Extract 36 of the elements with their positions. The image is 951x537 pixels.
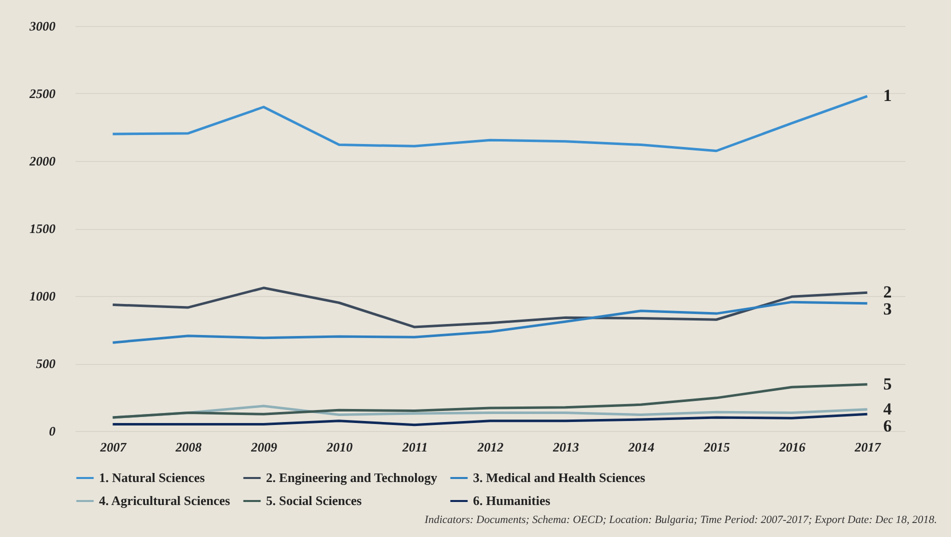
- annotation: 2: [883, 282, 892, 302]
- x-tick-label: 2012: [476, 440, 504, 454]
- legend-label: 5. Social Sciences: [266, 493, 362, 508]
- x-tick-label: 2011: [401, 440, 428, 454]
- legend-label: 6. Humanities: [473, 493, 550, 508]
- x-tick-label: 2007: [99, 440, 127, 454]
- y-tick-label: 500: [36, 356, 56, 371]
- text: Indicators: Documents; Schema: OECD; Location: Bulgaria; Time Period: 2007-2017; Export Date: Dec 18, 2018.: [424, 514, 937, 526]
- annotation: 4: [883, 399, 892, 418]
- x-tick-label: 2010: [326, 440, 354, 454]
- line-series: [111, 286, 869, 328]
- x-tick-label: 2015: [702, 440, 730, 454]
- x-tick-label: 2014: [627, 440, 655, 454]
- annotation: 6: [883, 416, 892, 436]
- line-series: [111, 412, 869, 426]
- x-tick-label: 2013: [552, 440, 580, 454]
- annotation: 3: [883, 300, 892, 319]
- line-series: [111, 383, 869, 419]
- legend-label: 4. Agricultural Sciences: [99, 493, 230, 508]
- x-tick-label: 2009: [250, 440, 278, 454]
- annotation: 1: [883, 86, 892, 106]
- y-tick-label: 0: [49, 424, 56, 438]
- y-tick-label: 1500: [30, 221, 56, 236]
- y-tick-label: 2000: [28, 154, 56, 168]
- line-series: [111, 300, 869, 344]
- x-tick-label: 2016: [778, 440, 806, 454]
- annotation: 5: [883, 374, 892, 394]
- legend-label: 2. Engineering and Technology: [266, 470, 438, 485]
- y-tick-label: 2500: [28, 86, 56, 101]
- x-tick-label: 2008: [174, 440, 202, 454]
- x-tick-label: 2017: [854, 440, 882, 454]
- y-tick-label: 3000: [28, 18, 56, 34]
- line-series: [111, 94, 869, 152]
- legend-label: 1. Natural Sciences: [99, 470, 205, 485]
- legend-label: 3. Medical and Health Sciences: [473, 470, 646, 485]
- y-tick-label: 1000: [30, 288, 56, 304]
